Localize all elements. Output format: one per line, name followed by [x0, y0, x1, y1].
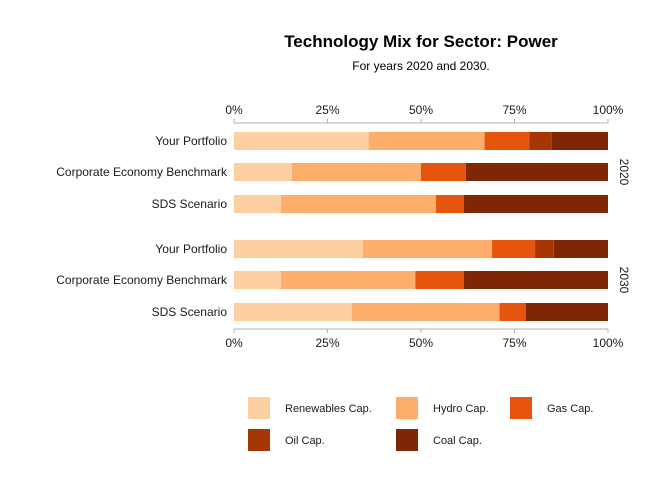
bar-segment — [499, 303, 526, 321]
bar-segment — [464, 195, 608, 213]
category-label: SDS Scenario — [152, 197, 228, 211]
legend-swatch — [396, 429, 418, 451]
bar-segment — [234, 132, 369, 150]
bar-segment — [535, 240, 554, 258]
bar-segment — [280, 271, 416, 289]
legend-swatch — [248, 429, 270, 451]
bar-segment — [551, 132, 608, 150]
bar-segment — [351, 303, 500, 321]
bar-segment — [234, 240, 364, 258]
legend-label: Gas Cap. — [547, 403, 593, 415]
x-tick-label-top: 75% — [502, 103, 526, 117]
bar-segment — [464, 271, 608, 289]
legend-swatch — [248, 397, 270, 419]
x-tick-label-top: 100% — [593, 103, 624, 117]
category-label: Corporate Economy Benchmark — [56, 165, 228, 179]
facet-label: 2020 — [617, 159, 631, 186]
bar-segment — [465, 163, 608, 181]
legend-label: Oil Cap. — [285, 435, 325, 447]
x-tick-label-top: 25% — [315, 103, 339, 117]
x-tick-label-top: 50% — [409, 103, 433, 117]
bar-segment — [415, 271, 465, 289]
chart-title: Technology Mix for Sector: Power — [284, 32, 558, 51]
bar-segment — [363, 240, 493, 258]
bar-segment — [234, 163, 292, 181]
bar-segment — [234, 271, 281, 289]
legend-swatch — [396, 397, 418, 419]
legend: Renewables Cap. Hydro Cap. Gas Cap. Oil Cap… — [248, 397, 593, 451]
bar-segment — [492, 240, 536, 258]
bar-segment — [553, 240, 608, 258]
category-label: Your Portfolio — [155, 242, 227, 256]
legend-label: Renewables Cap. — [285, 403, 372, 415]
x-tick-label-bottom: 100% — [593, 336, 624, 350]
legend-label: Coal Cap. — [433, 435, 482, 447]
legend-swatch — [510, 397, 532, 419]
bar-segment — [435, 195, 465, 213]
legend-label: Hydro Cap. — [433, 403, 489, 415]
category-label: Your Portfolio — [155, 134, 227, 148]
plot-area: 0% 0% 25% 25% 50% 50% 75% 75% 100% 100% Your Portf… — [56, 103, 631, 350]
bar-segment — [525, 303, 608, 321]
category-label: Corporate Economy Benchmark — [56, 273, 228, 287]
facet-label: 2030 — [617, 267, 631, 294]
bar-segment — [484, 132, 530, 150]
category-label: SDS Scenario — [152, 305, 228, 319]
bar-segment — [529, 132, 552, 150]
bar-segment — [234, 195, 281, 213]
x-tick-label-top: 0% — [225, 103, 243, 117]
x-tick-label-bottom: 75% — [502, 336, 526, 350]
bar-segment — [280, 195, 436, 213]
chart-subtitle: For years 2020 and 2030. — [352, 59, 489, 73]
x-tick-label-bottom: 25% — [315, 336, 339, 350]
x-tick-label-bottom: 50% — [409, 336, 433, 350]
bar-segment — [234, 303, 352, 321]
bar-segment — [291, 163, 421, 181]
bar-segment — [421, 163, 466, 181]
x-tick-label-bottom: 0% — [225, 336, 243, 350]
bar-segment — [368, 132, 485, 150]
